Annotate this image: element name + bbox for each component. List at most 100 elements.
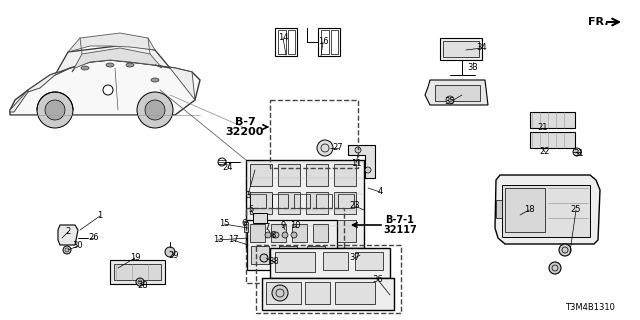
Bar	[250, 220, 272, 242]
Bar	[443, 41, 479, 57]
Circle shape	[63, 246, 71, 254]
Bar	[266, 282, 301, 304]
Ellipse shape	[106, 63, 114, 67]
Bar	[305, 282, 330, 304]
Circle shape	[573, 148, 581, 156]
Bar	[279, 246, 297, 264]
Text: 15: 15	[219, 220, 229, 228]
Text: 4: 4	[378, 188, 383, 196]
Circle shape	[273, 232, 279, 238]
Circle shape	[549, 262, 561, 274]
Bar	[496, 200, 502, 218]
Text: 14: 14	[278, 34, 288, 43]
Polygon shape	[28, 68, 70, 92]
Text: 7: 7	[264, 223, 269, 233]
Bar	[318, 28, 340, 56]
Bar	[338, 194, 354, 208]
Text: T3M4B1310: T3M4B1310	[565, 303, 615, 313]
Bar	[292, 224, 307, 242]
Bar	[246, 160, 364, 248]
Circle shape	[352, 285, 368, 301]
Polygon shape	[155, 65, 195, 100]
Circle shape	[165, 247, 175, 257]
Circle shape	[45, 100, 65, 120]
Text: 35: 35	[445, 98, 455, 107]
Bar	[270, 100, 358, 168]
Text: 3: 3	[245, 190, 251, 199]
Circle shape	[355, 147, 361, 153]
Bar	[530, 132, 575, 148]
Circle shape	[282, 232, 288, 238]
Text: 11: 11	[351, 158, 361, 167]
Polygon shape	[10, 90, 28, 112]
Bar	[250, 164, 272, 186]
Text: 23: 23	[349, 202, 360, 211]
Bar	[306, 220, 328, 242]
Bar	[110, 260, 165, 284]
Bar	[270, 248, 390, 278]
Bar	[435, 85, 480, 101]
Bar	[334, 220, 356, 242]
Text: 21: 21	[538, 124, 548, 132]
Circle shape	[291, 232, 297, 238]
Text: 29: 29	[169, 251, 179, 260]
Bar	[246, 208, 344, 283]
Bar	[250, 224, 265, 242]
Bar	[250, 192, 272, 214]
Polygon shape	[68, 33, 155, 52]
Bar	[278, 30, 286, 54]
Bar	[530, 112, 575, 128]
Bar	[256, 245, 401, 313]
Text: 31: 31	[573, 149, 584, 158]
Bar	[114, 264, 161, 280]
Bar	[334, 192, 356, 214]
Ellipse shape	[81, 66, 89, 70]
Text: 17: 17	[228, 236, 238, 244]
Ellipse shape	[151, 78, 159, 82]
Ellipse shape	[126, 63, 134, 67]
Text: 33: 33	[468, 63, 478, 73]
Bar	[275, 252, 315, 272]
Circle shape	[260, 254, 268, 262]
Bar	[262, 278, 394, 310]
Circle shape	[137, 92, 173, 128]
Text: 30: 30	[73, 242, 83, 251]
Text: FR.: FR.	[588, 17, 608, 27]
Text: 18: 18	[524, 205, 534, 214]
Circle shape	[365, 167, 371, 173]
Bar	[313, 224, 328, 242]
Circle shape	[446, 96, 454, 104]
Bar	[294, 194, 310, 208]
Bar	[271, 224, 286, 242]
Bar	[355, 252, 383, 270]
Bar	[251, 246, 269, 264]
Circle shape	[317, 140, 333, 156]
Text: 22: 22	[540, 148, 550, 156]
Bar	[275, 28, 297, 56]
Bar	[247, 220, 337, 270]
Bar	[288, 30, 295, 54]
Text: 1: 1	[97, 212, 102, 220]
Text: 5: 5	[248, 205, 253, 214]
Circle shape	[103, 85, 113, 95]
Text: 19: 19	[130, 253, 140, 262]
Text: 9: 9	[280, 221, 285, 230]
Circle shape	[145, 100, 165, 120]
Bar	[505, 188, 545, 232]
Bar	[272, 194, 288, 208]
Polygon shape	[244, 222, 248, 232]
Text: 28: 28	[138, 281, 148, 290]
Bar	[278, 220, 300, 242]
Bar	[250, 194, 266, 208]
Bar	[323, 252, 348, 270]
Polygon shape	[348, 145, 375, 178]
Text: B-7: B-7	[235, 117, 255, 127]
Text: 2: 2	[65, 228, 70, 236]
Polygon shape	[55, 45, 170, 75]
Text: 16: 16	[317, 37, 328, 46]
Text: 32200: 32200	[226, 127, 264, 137]
Bar	[306, 164, 328, 186]
Polygon shape	[72, 48, 162, 72]
Text: 13: 13	[212, 236, 223, 244]
Polygon shape	[58, 225, 78, 245]
